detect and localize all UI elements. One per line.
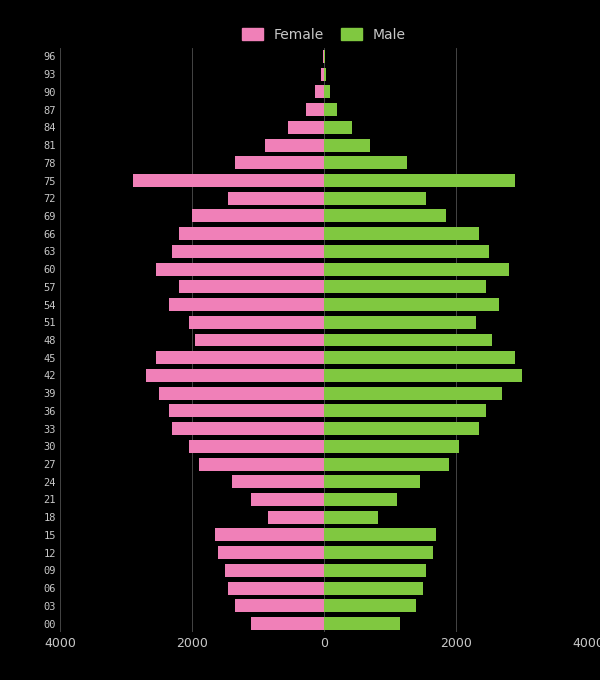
Bar xyxy=(172,422,324,435)
Bar xyxy=(229,192,324,205)
Bar xyxy=(324,245,489,258)
Bar xyxy=(305,103,324,116)
Bar xyxy=(324,86,330,99)
Bar xyxy=(169,405,324,418)
Bar xyxy=(146,369,324,382)
Bar xyxy=(324,262,509,275)
Bar xyxy=(324,156,407,169)
Bar xyxy=(324,369,522,382)
Bar xyxy=(251,617,324,630)
Bar xyxy=(156,262,324,275)
Bar xyxy=(179,227,324,240)
Bar xyxy=(265,139,324,152)
Bar xyxy=(324,511,378,524)
Bar xyxy=(324,422,479,435)
Bar xyxy=(324,599,416,612)
Bar xyxy=(172,245,324,258)
Bar xyxy=(324,121,352,134)
Bar xyxy=(169,298,324,311)
Bar xyxy=(188,440,324,453)
Bar xyxy=(215,528,324,541)
Bar xyxy=(324,546,433,559)
Bar xyxy=(199,458,324,471)
Bar xyxy=(324,280,486,293)
Bar xyxy=(324,493,397,506)
Bar xyxy=(316,86,324,99)
Bar xyxy=(235,156,324,169)
Bar xyxy=(225,564,324,577)
Bar xyxy=(159,387,324,400)
Bar xyxy=(188,316,324,328)
Bar xyxy=(320,68,324,81)
Legend: Female, Male: Female, Male xyxy=(236,22,412,48)
Bar xyxy=(324,316,476,328)
Bar xyxy=(324,440,460,453)
Bar xyxy=(268,511,324,524)
Bar xyxy=(324,581,423,594)
Bar xyxy=(324,405,486,418)
Bar xyxy=(156,352,324,364)
Bar xyxy=(324,227,479,240)
Bar xyxy=(324,298,499,311)
Bar xyxy=(324,564,426,577)
Bar xyxy=(133,174,324,187)
Bar xyxy=(324,352,515,364)
Bar xyxy=(288,121,324,134)
Bar xyxy=(324,68,326,81)
Bar xyxy=(324,103,337,116)
Bar xyxy=(324,528,436,541)
Bar xyxy=(192,209,324,222)
Bar xyxy=(251,493,324,506)
Bar xyxy=(229,581,324,594)
Bar xyxy=(324,458,449,471)
Bar xyxy=(324,192,426,205)
Bar xyxy=(324,139,370,152)
Bar xyxy=(196,333,324,347)
Bar xyxy=(323,50,324,63)
Bar xyxy=(324,387,502,400)
Bar xyxy=(324,174,515,187)
Bar xyxy=(324,333,493,347)
Bar xyxy=(324,475,420,488)
Bar xyxy=(232,475,324,488)
Bar xyxy=(235,599,324,612)
Bar xyxy=(324,209,446,222)
Bar xyxy=(218,546,324,559)
Bar xyxy=(179,280,324,293)
Bar xyxy=(324,617,400,630)
